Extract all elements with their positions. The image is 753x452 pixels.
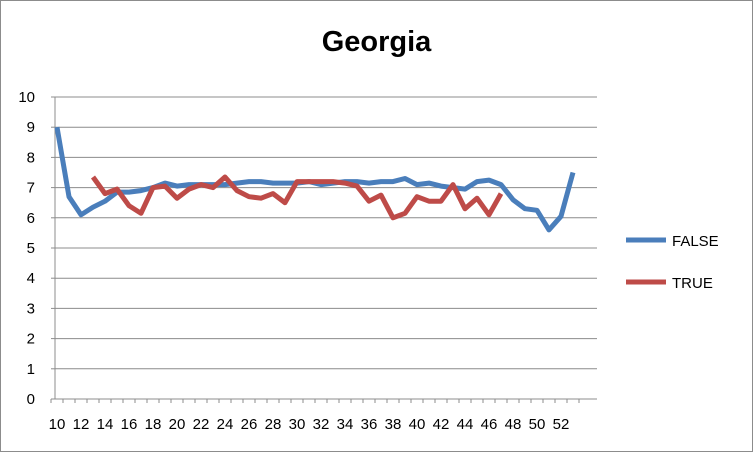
x-tick-label: 36 (361, 416, 378, 433)
x-tick-label: 50 (529, 416, 546, 433)
y-tick-label: 6 (27, 210, 35, 227)
x-tick-label: 38 (385, 416, 402, 433)
series-line-false (54, 126, 576, 233)
x-tick-label: 14 (97, 416, 114, 433)
y-tick-label: 8 (27, 149, 35, 166)
x-tick-label: 48 (505, 416, 522, 433)
y-tick-label: 2 (27, 331, 35, 348)
y-tick-label: 10 (18, 89, 35, 106)
x-tick-label: 32 (313, 416, 330, 433)
x-tick-label: 42 (433, 416, 450, 433)
x-tick-label: 34 (337, 416, 354, 433)
x-tick-label: 22 (193, 416, 210, 433)
y-tick-label: 1 (27, 361, 35, 378)
x-tick-label: 40 (409, 416, 426, 433)
x-tick-label: 30 (289, 416, 306, 433)
y-tick-label: 4 (27, 270, 35, 287)
chart-title: Georgia (321, 26, 432, 58)
y-tick-label: 9 (27, 119, 35, 136)
x-tick-label: 26 (241, 416, 258, 433)
y-tick-label: 5 (27, 240, 35, 257)
legend-label-false: FALSE (672, 233, 719, 250)
x-tick-label: 20 (169, 416, 186, 433)
x-tick-label: 18 (145, 416, 162, 433)
x-tick-label: 52 (553, 416, 570, 433)
series-line-true (90, 174, 504, 221)
x-tick-label: 10 (49, 416, 66, 433)
y-tick-label: 7 (27, 180, 35, 197)
x-tick-label: 46 (481, 416, 498, 433)
x-tick-label: 28 (265, 416, 282, 433)
x-tick-label: 44 (457, 416, 474, 433)
legend-label-true: TRUE (672, 275, 713, 292)
x-tick-label: 16 (121, 416, 138, 433)
x-tick-label: 12 (73, 416, 90, 433)
y-tick-label: 0 (27, 391, 35, 408)
x-tick-label: 24 (217, 416, 234, 433)
y-tick-label: 3 (27, 300, 35, 317)
